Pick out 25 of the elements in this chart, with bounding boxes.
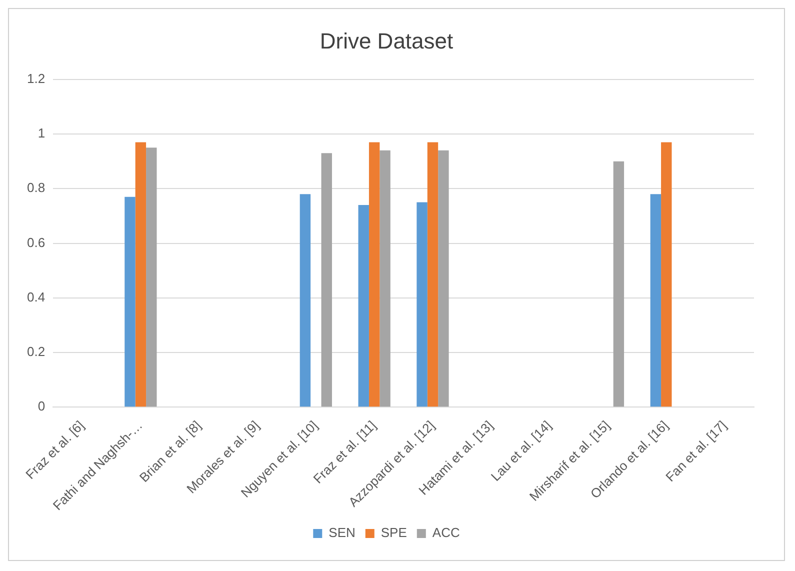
y-tick-label: 0 bbox=[38, 398, 46, 414]
bar bbox=[650, 194, 662, 407]
bar bbox=[380, 150, 390, 407]
chart-title: Drive Dataset bbox=[320, 28, 454, 54]
bar bbox=[135, 142, 146, 407]
bar bbox=[613, 161, 624, 407]
bar bbox=[124, 196, 136, 407]
y-tick-label: 1.2 bbox=[26, 70, 46, 86]
bar bbox=[661, 142, 672, 407]
y-tick-label: 0.6 bbox=[26, 234, 46, 250]
bar bbox=[146, 148, 157, 407]
y-tick-label: 0.2 bbox=[26, 344, 46, 360]
y-tick-label: 0.8 bbox=[26, 180, 46, 196]
bar bbox=[438, 150, 449, 407]
legend-label: SPE bbox=[380, 525, 408, 540]
bar bbox=[358, 205, 369, 407]
y-tick-label: 1 bbox=[38, 126, 46, 141]
bar bbox=[416, 202, 428, 407]
legend-label: ACC bbox=[432, 525, 460, 540]
bar bbox=[300, 194, 311, 407]
bar bbox=[321, 153, 332, 407]
legend-label: SEN bbox=[328, 525, 356, 540]
bar bbox=[427, 142, 438, 407]
y-tick-label: 0.4 bbox=[26, 289, 46, 304]
bar bbox=[368, 142, 380, 407]
